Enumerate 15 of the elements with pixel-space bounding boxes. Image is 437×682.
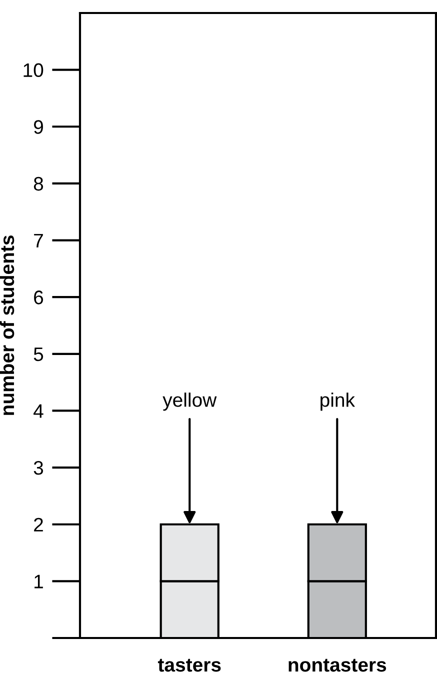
y-tick-label: 3 [34, 461, 44, 475]
y-tick-label: 9 [34, 120, 43, 134]
y-tick-label: 8 [34, 176, 44, 191]
y-tick-label: 10 [24, 63, 44, 78]
y-axis-title: number of students [0, 236, 14, 415]
y-tick-label: 7 [34, 234, 43, 248]
y-tick-label: 2 [34, 518, 43, 532]
y-tick-label: 4 [34, 404, 44, 418]
y-tick-label: 6 [34, 290, 44, 304]
x-tick-label: nontasters [288, 658, 386, 672]
annotation: yellow [162, 392, 217, 411]
y-tick-label: 5 [34, 348, 44, 362]
y-tick-label: 1 [34, 574, 43, 588]
annotation: pink [320, 392, 356, 411]
x-tick-label: tasters [158, 658, 221, 672]
